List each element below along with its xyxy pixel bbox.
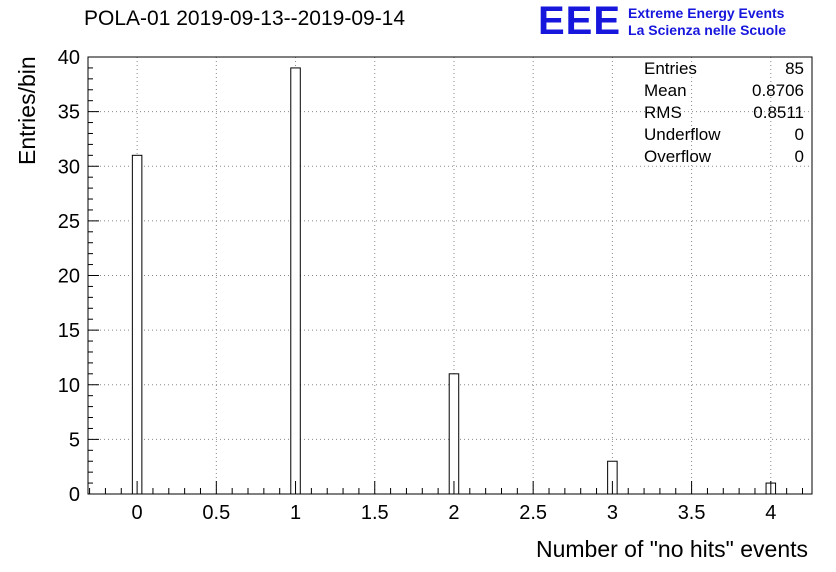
x-tick-label: 4 xyxy=(765,502,776,524)
stat-value: 85 xyxy=(785,59,804,78)
stat-row-overflow: Overflow 0 xyxy=(644,146,804,168)
x-tick-label: 3.5 xyxy=(678,502,706,524)
stat-label: RMS xyxy=(644,103,682,122)
stat-label: Underflow xyxy=(644,125,721,144)
eee-logo-acronym: EEE xyxy=(538,0,622,43)
axis-ticks xyxy=(88,56,803,495)
x-tick-label: 1.5 xyxy=(361,502,389,524)
y-tick-label: 15 xyxy=(58,320,80,342)
x-tick-label: 3 xyxy=(607,502,618,524)
histogram-bar xyxy=(448,373,460,495)
x-tick-label: 0 xyxy=(132,502,143,524)
x-tick-label: 0.5 xyxy=(202,502,230,524)
stat-row-underflow: Underflow 0 xyxy=(644,124,804,146)
stat-row-rms: RMS 0.8511 xyxy=(644,102,804,124)
eee-logo-line1: Extreme Energy Events xyxy=(628,5,785,21)
x-tick-label: 2 xyxy=(448,502,459,524)
eee-logo: EEE Extreme Energy Events La Scienza nel… xyxy=(538,0,786,43)
y-tick-label: 0 xyxy=(69,484,80,506)
stat-value: 0.8706 xyxy=(752,81,804,100)
y-tick-label: 35 xyxy=(58,102,80,124)
x-axis-title: Number of "no hits" events xyxy=(535,536,808,562)
stat-label: Overflow xyxy=(644,147,712,166)
histogram-bar xyxy=(131,154,143,495)
eee-logo-line2: La Scienza nelle Scuole xyxy=(628,22,786,38)
y-tick-label: 5 xyxy=(69,429,80,451)
stat-row-mean: Mean 0.8706 xyxy=(644,80,804,102)
stat-value: 0 xyxy=(794,125,804,144)
histogram-bar xyxy=(290,67,301,495)
y-tick-label: 25 xyxy=(58,211,80,233)
stat-value: 0.8511 xyxy=(753,103,804,122)
chart-title: POLA-01 2019-09-13--2019-09-14 xyxy=(84,7,406,30)
stat-value: 0 xyxy=(794,147,804,166)
y-tick-label: 20 xyxy=(58,266,80,288)
y-tick-label: 10 xyxy=(58,375,80,397)
x-tick-label: 2.5 xyxy=(519,502,547,524)
stat-row-entries: Entries 85 xyxy=(644,58,804,80)
y-tick-label: 40 xyxy=(58,47,80,69)
stat-label: Entries xyxy=(644,59,697,78)
y-tick-label: 30 xyxy=(58,156,80,178)
eee-logo-text: Extreme Energy Events La Scienza nelle S… xyxy=(628,2,786,39)
stats-box: Entries 85 Mean 0.8706 RMS 0.8511 Underf… xyxy=(644,58,804,168)
x-tick-label: 1 xyxy=(290,502,301,524)
stat-label: Mean xyxy=(644,81,687,100)
